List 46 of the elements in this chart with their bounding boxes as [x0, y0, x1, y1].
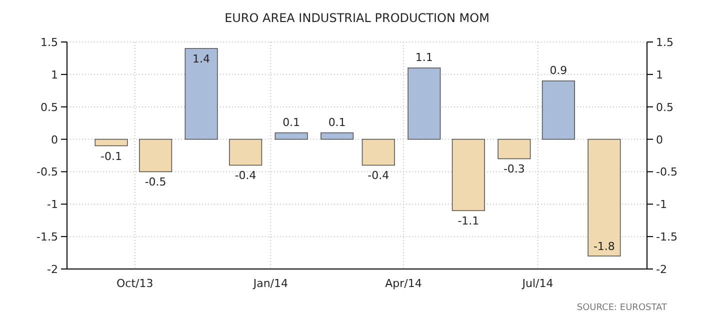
bar — [408, 68, 441, 140]
y-tick-label: 0.5 — [40, 100, 58, 114]
bar — [229, 138, 262, 166]
bar — [362, 138, 395, 166]
bar — [274, 132, 308, 140]
bar — [139, 138, 172, 172]
y2-tick-label: 0.5 — [656, 100, 674, 114]
data-label: -1.1 — [458, 214, 480, 228]
y-tick-label: 1.5 — [40, 36, 58, 49]
data-label: 0.1 — [328, 116, 346, 129]
y-tick-label: 1 — [51, 68, 58, 82]
data-label: 0.1 — [282, 116, 300, 129]
x-tick-label: Apr/14 — [385, 277, 422, 290]
source-note: SOURCE: EUROSTAT — [576, 303, 668, 313]
y-tick-label: -2 — [47, 263, 58, 276]
y-tick-label: -0.5 — [36, 166, 58, 179]
y-tick-label: -1 — [47, 198, 58, 212]
data-label: -0.4 — [234, 169, 256, 182]
bar — [184, 48, 218, 140]
x-tick-label: Jul/14 — [521, 277, 554, 290]
x-tick-label: Jan/14 — [252, 277, 288, 290]
data-label: -0.5 — [144, 176, 166, 189]
bar — [498, 138, 531, 160]
data-label: -1.8 — [593, 240, 615, 254]
y-tick-label: 0 — [51, 133, 58, 146]
x-tick-label: Oct/13 — [116, 277, 154, 290]
bar — [542, 80, 575, 140]
data-label: 1.1 — [415, 50, 433, 64]
data-label: -0.4 — [368, 169, 390, 182]
y2-tick-label: -1 — [656, 198, 667, 212]
bar — [94, 138, 128, 146]
data-label: -0.1 — [100, 150, 122, 163]
data-label: -0.3 — [503, 162, 525, 176]
y2-tick-label: -0.5 — [656, 166, 678, 179]
data-label: 0.9 — [550, 64, 568, 77]
y2-tick-label: 1.5 — [656, 36, 674, 49]
y-tick-label: -1.5 — [36, 230, 58, 244]
chart-title: EURO AREA INDUSTRIAL PRODUCTION MOM — [224, 11, 490, 25]
y2-tick-label: -2 — [656, 263, 667, 276]
bar — [320, 132, 354, 140]
data-label: 1.4 — [192, 52, 210, 66]
y2-tick-label: 1 — [656, 68, 663, 82]
y2-tick-label: -1.5 — [656, 230, 678, 244]
bar — [588, 138, 621, 256]
bar — [452, 138, 485, 212]
y2-tick-label: 0 — [656, 133, 663, 146]
